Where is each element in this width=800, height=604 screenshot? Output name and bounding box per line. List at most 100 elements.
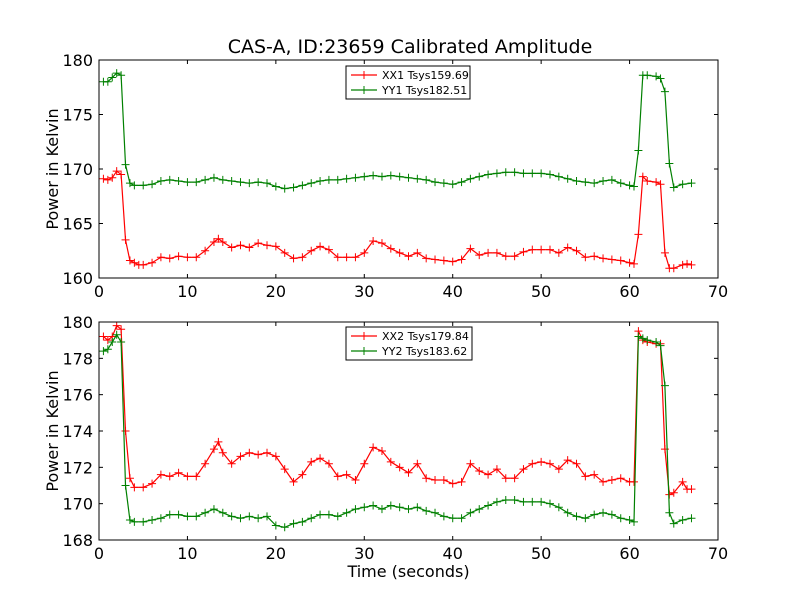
data-point [590, 252, 599, 261]
data-point [324, 175, 333, 184]
data-point [669, 519, 678, 528]
x-tick-label: 10 [177, 544, 197, 563]
data-point [678, 260, 687, 269]
data-point [99, 174, 108, 183]
data-point [413, 174, 422, 183]
data-point [263, 448, 272, 457]
data-point [112, 69, 121, 78]
data-point [139, 517, 148, 526]
data-point [183, 178, 192, 187]
data-point [254, 450, 263, 459]
data-point [108, 73, 117, 82]
data-point [554, 248, 563, 257]
data-point [545, 459, 554, 468]
data-point [156, 470, 165, 479]
data-point [669, 183, 678, 192]
legend-label: YY2 Tsys183.62 [381, 345, 467, 358]
data-point [125, 179, 134, 188]
data-point [351, 253, 360, 262]
data-point [554, 465, 563, 474]
data-point [528, 169, 537, 178]
data-point [572, 459, 581, 468]
data-point [130, 483, 139, 492]
data-point [519, 497, 528, 506]
data-point [510, 474, 519, 483]
data-point [289, 519, 298, 528]
data-point [342, 470, 351, 479]
data-point [629, 517, 638, 526]
data-point [103, 77, 112, 86]
data-point [174, 252, 183, 261]
data-point [369, 501, 378, 510]
data-point [271, 242, 280, 251]
data-point [236, 241, 245, 250]
data-point [607, 175, 616, 184]
x-tick-label: 20 [266, 544, 286, 563]
data-point [236, 452, 245, 461]
data-point [581, 472, 590, 481]
data-point [422, 175, 431, 184]
data-point [218, 448, 227, 457]
data-point [333, 253, 342, 262]
data-point [599, 477, 608, 486]
legend-box [345, 326, 473, 361]
data-point [245, 448, 254, 457]
data-point [457, 178, 466, 187]
data-point [475, 466, 484, 475]
data-point [209, 173, 218, 182]
data-point [117, 71, 126, 80]
data-point [413, 459, 422, 468]
data-point [537, 497, 546, 506]
data-point [519, 465, 528, 474]
data-point [369, 443, 378, 452]
data-point [360, 459, 369, 468]
data-point [263, 512, 272, 521]
x-tick-label: 70 [708, 544, 728, 563]
series-line [103, 333, 692, 528]
y-tick-label: 180 [62, 51, 93, 70]
data-point [431, 255, 440, 264]
x-tick-label: 40 [443, 282, 463, 301]
data-point [192, 178, 201, 187]
data-point [590, 470, 599, 479]
data-point [638, 334, 647, 343]
data-point [386, 171, 395, 180]
data-point [99, 332, 108, 341]
data-point [280, 184, 289, 193]
data-point [683, 259, 692, 268]
data-point [395, 172, 404, 181]
x-tick-label: 50 [531, 544, 551, 563]
plot-area [99, 322, 696, 532]
data-point [209, 445, 218, 454]
data-point [607, 476, 616, 485]
data-point [510, 496, 519, 505]
data-point [439, 256, 448, 265]
data-point [298, 253, 307, 262]
legend-label: XX1 Tsys159.69 [382, 69, 469, 82]
data-point [289, 477, 298, 486]
data-point [581, 253, 590, 262]
data-point [501, 168, 510, 177]
data-point [665, 508, 674, 517]
data-point [475, 251, 484, 260]
data-point [629, 477, 638, 486]
data-point [183, 512, 192, 521]
x-tick-label: 50 [531, 282, 551, 301]
data-point [545, 245, 554, 254]
data-point [316, 242, 325, 251]
data-point [643, 176, 652, 185]
data-point [324, 510, 333, 519]
data-point [492, 465, 501, 474]
series-1 [99, 167, 696, 273]
data-point [484, 170, 493, 179]
data-point [121, 235, 130, 244]
y-tick-label: 176 [62, 386, 93, 405]
data-point [572, 176, 581, 185]
data-point [537, 169, 546, 178]
data-point [218, 508, 227, 517]
data-point [457, 255, 466, 264]
data-point [280, 523, 289, 532]
data-point [280, 465, 289, 474]
